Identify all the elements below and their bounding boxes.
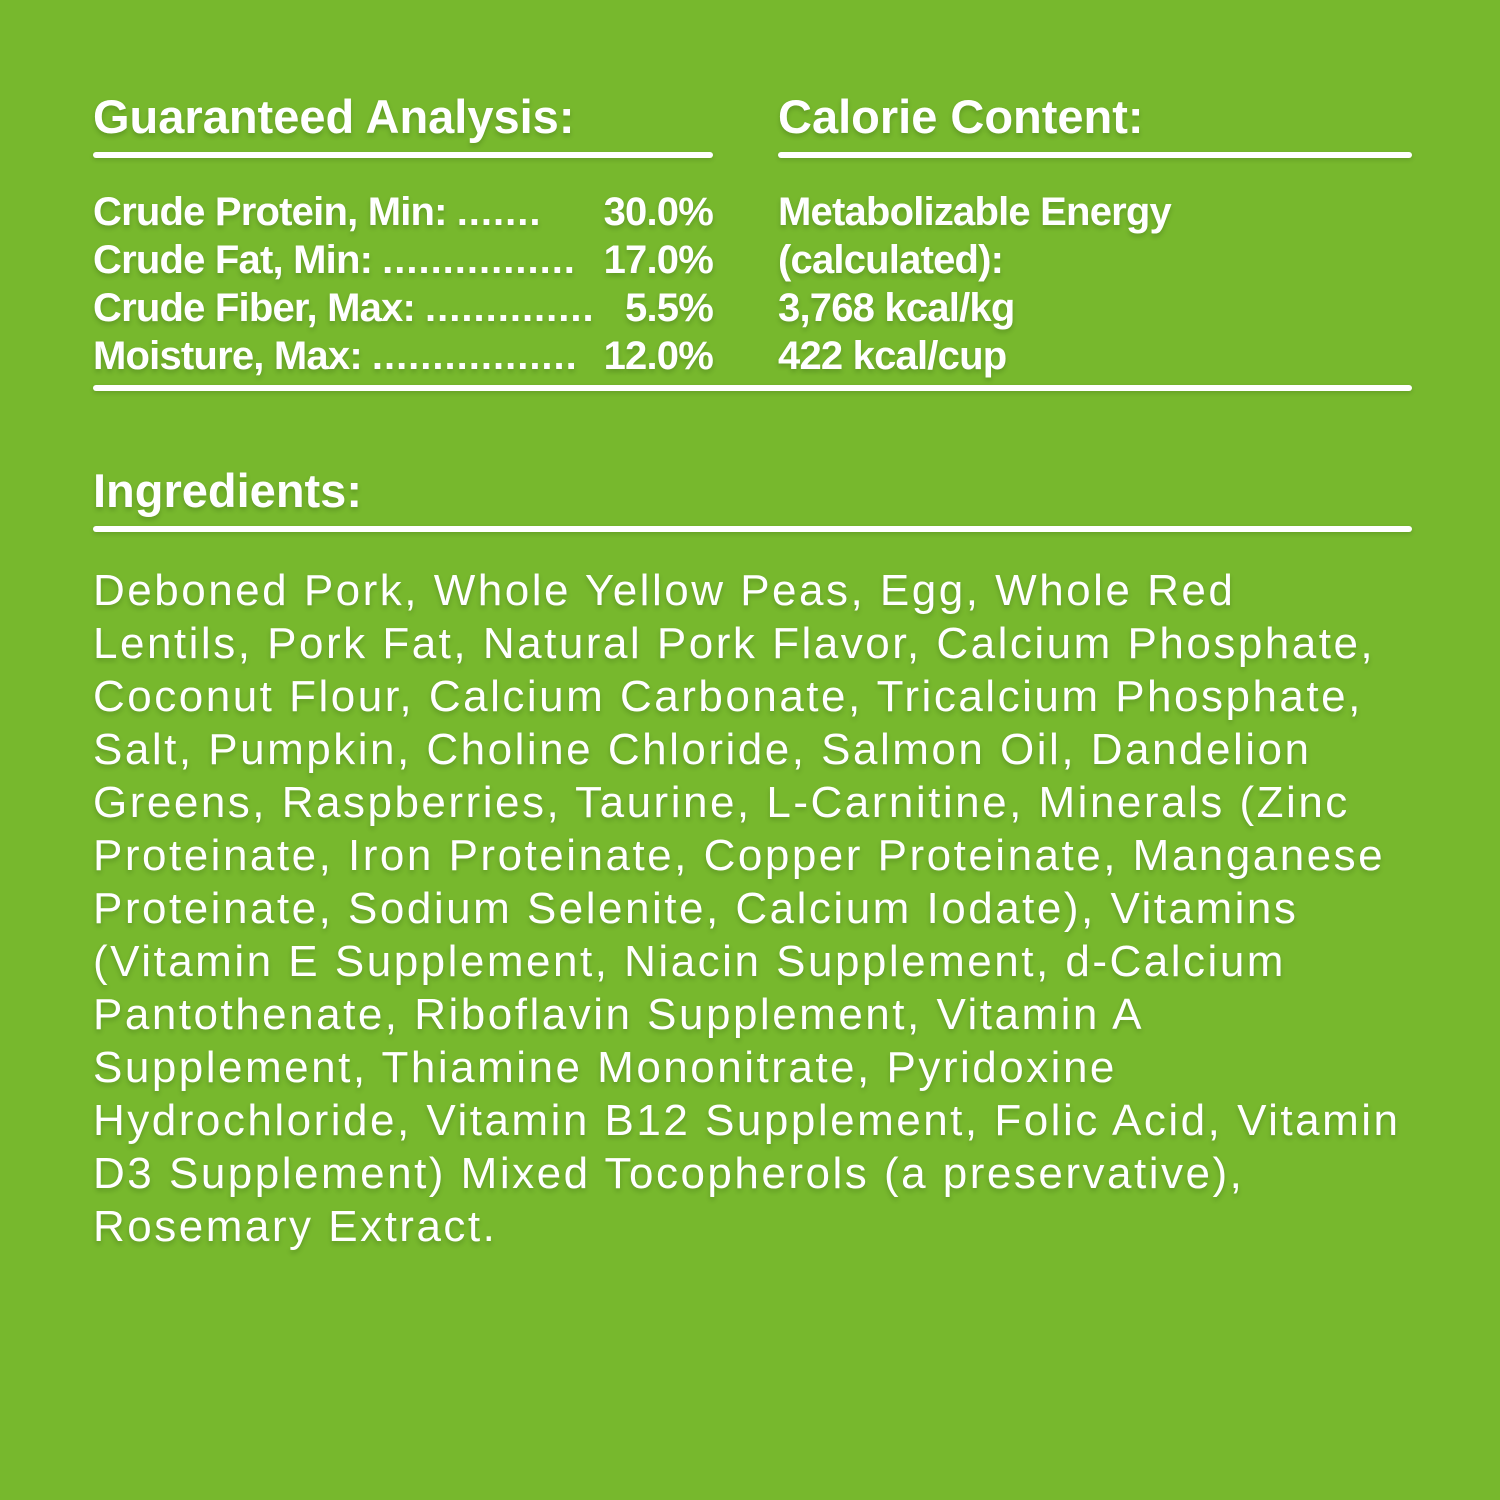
ingredients-section: Ingredients: Deboned Pork, Whole Yellow … <box>93 467 1412 1253</box>
ingredients-title-rule <box>93 526 1412 532</box>
analysis-value: 30.0% <box>603 190 714 234</box>
ingredients-text: Deboned Pork, Whole Yellow Peas, Egg, Wh… <box>93 566 1401 1251</box>
calorie-content-column: Calorie Content: Metabolizable Energy (c… <box>778 93 1412 380</box>
analysis-calorie-grid: Guaranteed Analysis: Crude Protein, Min:… <box>93 93 1412 380</box>
calorie-line-energy: Metabolizable Energy <box>778 190 1172 234</box>
analysis-row-moisture: Moisture, Max:................. 12.0% <box>93 332 714 380</box>
analysis-bottom-rule <box>93 385 1412 391</box>
analysis-label: Crude Fiber, Max: <box>93 286 416 330</box>
analysis-row-crude-protein: Crude Protein, Min:....... 30.0% <box>93 188 714 236</box>
guaranteed-analysis-title: Guaranteed Analysis: <box>93 90 575 143</box>
ingredients-title: Ingredients: <box>93 464 362 517</box>
analysis-value: 12.0% <box>603 334 714 378</box>
calorie-content-title-rule <box>778 152 1412 158</box>
calorie-line-calculated: (calculated): <box>778 238 1004 282</box>
guaranteed-analysis-column: Guaranteed Analysis: Crude Protein, Min:… <box>93 90 714 380</box>
analysis-label: Crude Fat, Min: <box>93 238 373 282</box>
analysis-leader-dots: ................ <box>382 238 576 282</box>
guaranteed-analysis-title-rule <box>93 152 713 158</box>
analysis-label: Moisture, Max: <box>93 334 363 378</box>
calorie-line-kcal-cup: 422 kcal/cup <box>778 334 1007 378</box>
analysis-value: 17.0% <box>603 238 714 282</box>
analysis-row-crude-fiber: Crude Fiber, Max:.............. 5.5% <box>93 284 714 332</box>
guaranteed-analysis-rows: Crude Protein, Min:....... 30.0% Crude F… <box>93 188 714 380</box>
analysis-leader-dots: .............. <box>425 286 595 330</box>
calorie-line-kcal-kg: 3,768 kcal/kg <box>778 286 1015 330</box>
analysis-leader-dots: ................. <box>371 334 578 378</box>
analysis-value: 5.5% <box>625 286 714 330</box>
analysis-label: Crude Protein, Min: <box>93 190 447 234</box>
calorie-content-title: Calorie Content: <box>778 90 1144 143</box>
analysis-leader-dots: ....... <box>456 190 542 234</box>
calorie-content-lines: Metabolizable Energy (calculated): 3,768… <box>778 188 1412 380</box>
analysis-row-crude-fat: Crude Fat, Min:................ 17.0% <box>93 236 714 284</box>
